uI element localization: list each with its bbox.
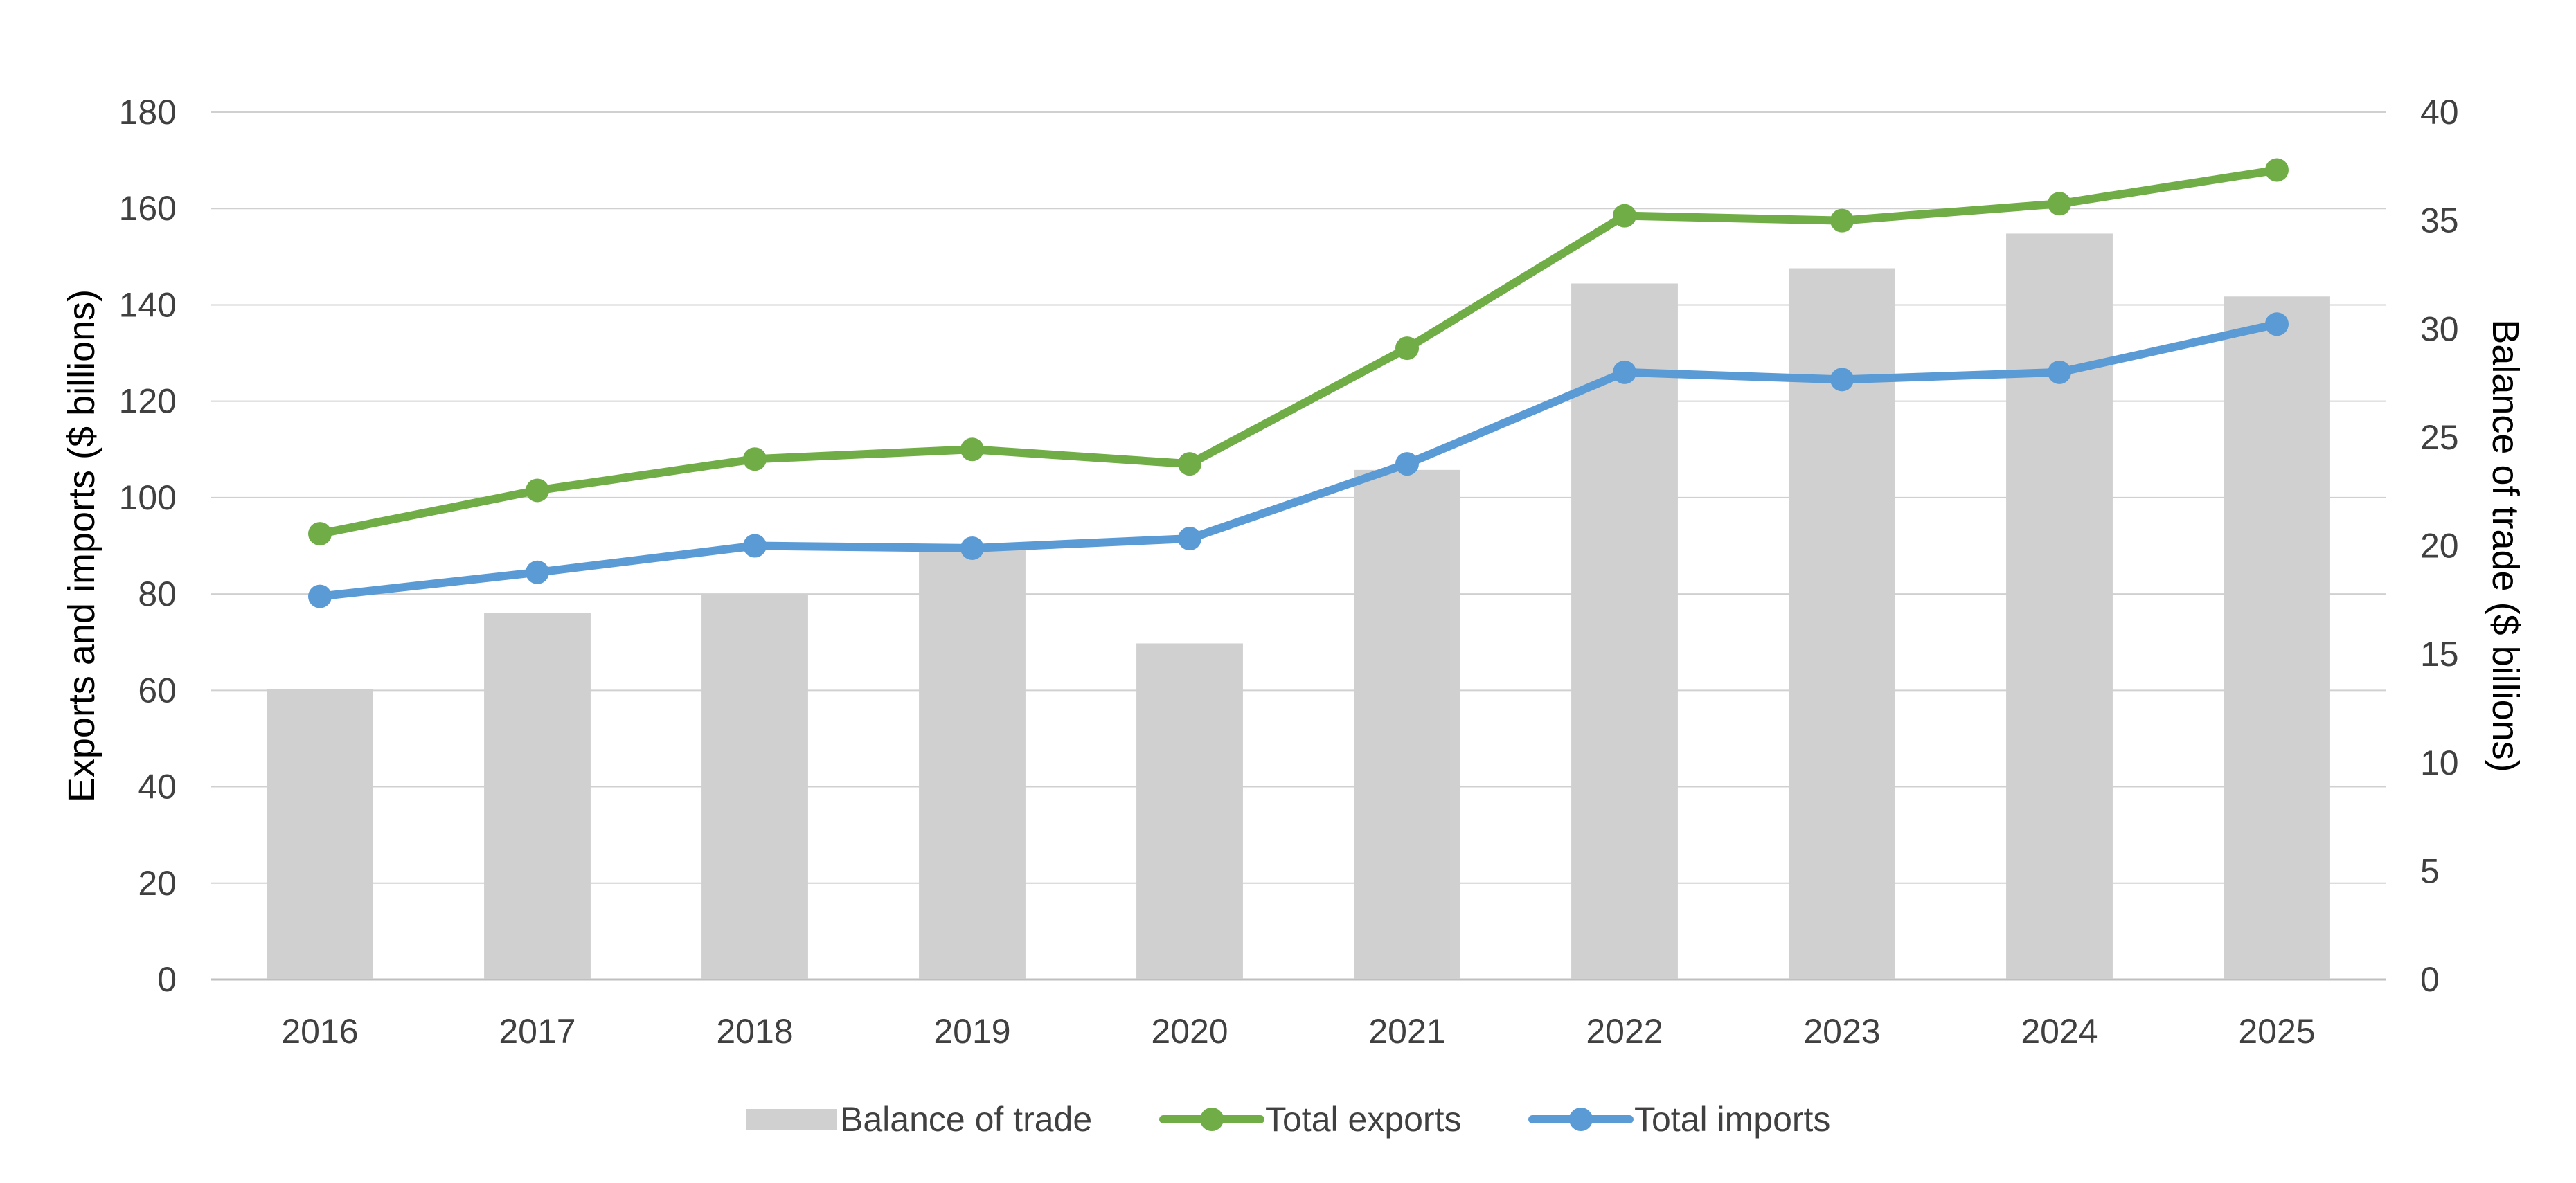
bar-balance-of-trade: [919, 550, 1026, 979]
point-total-exports: [2048, 192, 2071, 216]
left-tick-label: 160: [119, 189, 177, 228]
point-total-exports: [308, 522, 332, 546]
point-total-imports: [1178, 527, 1201, 551]
x-tick-label: 2016: [281, 1012, 358, 1051]
legend-item-total-exports: Total exports: [1159, 1100, 1461, 1139]
line-total-imports: [316, 320, 2281, 601]
series-total-exports: [308, 158, 2289, 546]
point-total-exports: [743, 447, 767, 471]
legend-marker-total-exports: [1200, 1108, 1224, 1131]
point-total-imports: [526, 560, 549, 584]
legend-swatch-balance-of-trade: [746, 1109, 837, 1130]
legend-item-balance-of-trade: Balance of trade: [746, 1100, 1092, 1139]
bar-balance-of-trade: [267, 689, 373, 979]
point-total-exports: [1613, 204, 1636, 228]
left-tick-label: 20: [138, 864, 177, 903]
legend: Balance of trade Total exports Total impor…: [746, 1100, 1830, 1139]
legend-item-total-imports: Total imports: [1528, 1100, 1830, 1139]
right-axis-title: Balance of trade ($ billions): [2485, 319, 2526, 772]
point-total-exports: [1178, 452, 1201, 476]
point-total-exports: [526, 478, 549, 503]
right-tick-label: 0: [2420, 960, 2440, 999]
bar-balance-of-trade: [2224, 296, 2330, 979]
bar-series-balance-of-trade: [267, 233, 2330, 979]
bar-balance-of-trade: [1571, 283, 1678, 979]
series-total-imports: [308, 312, 2289, 608]
x-tick-label: 2017: [499, 1012, 575, 1051]
legend-label-total-exports: Total exports: [1265, 1100, 1461, 1139]
left-tick-label: 60: [138, 671, 177, 710]
bar-balance-of-trade: [701, 593, 808, 979]
right-tick-label: 25: [2420, 418, 2459, 457]
point-total-imports: [2048, 360, 2071, 384]
bar-balance-of-trade: [1354, 469, 1460, 979]
x-tick-label: 2021: [1368, 1012, 1445, 1051]
right-tick-label: 40: [2420, 93, 2459, 132]
x-tick-label: 2022: [1586, 1012, 1663, 1051]
left-tick-label: 40: [138, 768, 177, 806]
right-tick-label: 20: [2420, 527, 2459, 566]
right-tick-label: 5: [2420, 851, 2440, 890]
x-tick-label: 2020: [1151, 1012, 1228, 1051]
right-axis-ticks: 0 5 10 15 20 25 30 35 40: [2420, 93, 2459, 999]
line-total-exports: [316, 165, 2281, 539]
point-total-imports: [1395, 452, 1419, 476]
bar-balance-of-trade: [2006, 233, 2113, 979]
right-tick-label: 10: [2420, 743, 2459, 782]
left-axis-ticks: 0 20 40 60 80 100 120 140 160 180: [119, 93, 177, 999]
point-total-imports: [743, 534, 767, 558]
left-tick-label: 140: [119, 285, 177, 324]
left-tick-label: 0: [157, 960, 177, 999]
legend-marker-total-imports: [1569, 1108, 1593, 1131]
left-tick-label: 180: [119, 93, 177, 132]
left-axis-title: Exports and imports ($ billions): [61, 289, 102, 802]
legend-label-balance-of-trade: Balance of trade: [840, 1100, 1092, 1139]
left-tick-label: 80: [138, 575, 177, 613]
bar-balance-of-trade: [1136, 643, 1243, 979]
line-series: [308, 158, 2289, 608]
point-total-imports: [1613, 360, 1636, 384]
bar-balance-of-trade: [484, 613, 591, 979]
x-tick-label: 2018: [716, 1012, 793, 1051]
point-total-imports: [960, 536, 984, 560]
legend-label-total-imports: Total imports: [1634, 1100, 1830, 1139]
x-tick-label: 2024: [2021, 1012, 2098, 1051]
point-total-exports: [1830, 208, 1854, 233]
x-tick-label: 2023: [1803, 1012, 1880, 1051]
point-total-exports: [1395, 336, 1419, 361]
left-tick-label: 120: [119, 382, 177, 421]
point-total-imports: [1830, 368, 1854, 392]
point-total-imports: [2265, 312, 2289, 336]
x-tick-label: 2019: [933, 1012, 1010, 1051]
x-tick-label: 2025: [2238, 1012, 2315, 1051]
right-tick-label: 15: [2420, 635, 2459, 674]
point-total-exports: [960, 437, 984, 462]
right-tick-label: 35: [2420, 201, 2459, 240]
left-tick-label: 100: [119, 478, 177, 517]
right-tick-label: 30: [2420, 309, 2459, 348]
point-total-imports: [308, 584, 332, 608]
x-axis-ticks: 2016 2017 2018 2019 2020 2021 2022 2023 2024 2025: [281, 1012, 2315, 1051]
point-total-exports: [2265, 158, 2289, 182]
